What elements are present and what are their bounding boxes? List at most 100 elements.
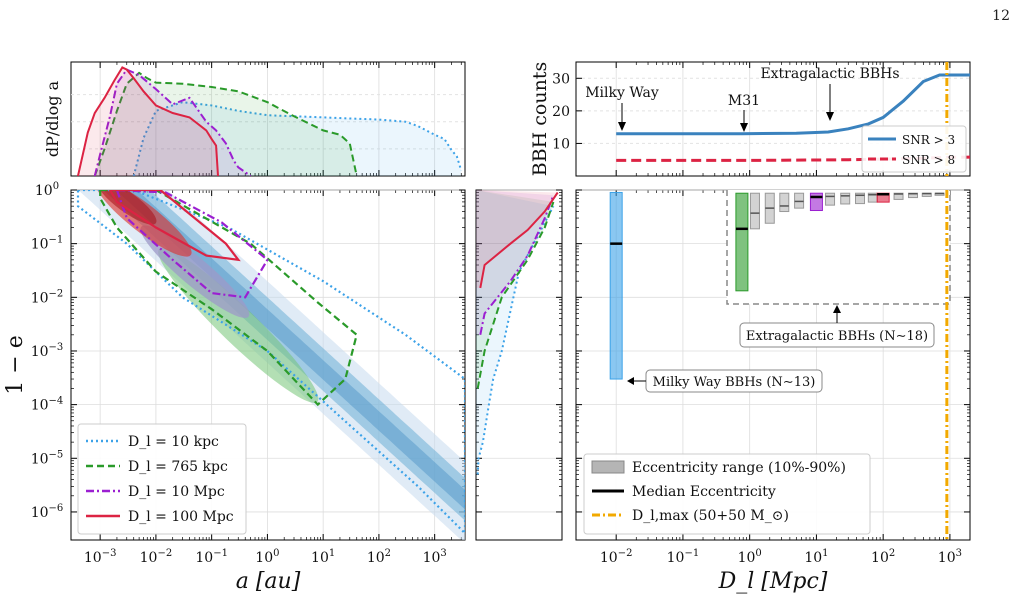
x-tick-label: 103 xyxy=(423,548,447,566)
x-tick-exp: 3 xyxy=(956,548,962,559)
panel-top-left: dP/dlog a xyxy=(43,61,466,177)
x-tick-exp: −2 xyxy=(157,548,172,559)
panel-top-right: 10 20 30 BBH counts Milky Way M31 Extragal… xyxy=(529,61,971,177)
tl-line-1 xyxy=(93,71,358,176)
annotation-milky-way-bbhs: Milky Way BBHs (N∼13) xyxy=(653,375,816,390)
tr-yticks: 10 20 30 xyxy=(552,71,570,152)
x-tick-exp: 0 xyxy=(273,548,279,559)
br-xticks: 10−2 10−1 100 101 102 103 xyxy=(600,548,962,566)
br-xlabel: D_l [Mpc] xyxy=(718,569,828,594)
x-tick-label: 10−1 xyxy=(195,548,228,566)
legend-dlmax: D_l,max (50+50 M_⊙) xyxy=(632,508,789,524)
contour-2 xyxy=(115,190,269,299)
tl-line-0 xyxy=(132,101,463,176)
x-tick-label: 10−2 xyxy=(600,548,633,566)
legend-d765kpc: D_l = 765 kpc xyxy=(128,459,228,475)
tr-legend: SNR > 3 SNR > 8 xyxy=(861,125,967,173)
milky-way-bar xyxy=(609,191,623,380)
x-tick-label: 10−2 xyxy=(140,548,173,566)
inset-box xyxy=(726,190,951,305)
tl-series xyxy=(76,66,463,176)
y-tick-label: 10−3 xyxy=(31,342,64,360)
tr-annotations: Milky Way M31 Extragalactic BBHs xyxy=(585,66,900,132)
bl-legend: D_l = 10 kpc D_l = 765 kpc D_l = 10 Mpc … xyxy=(77,423,247,535)
inset-bar-1 xyxy=(749,192,760,230)
x-tick-exp: 0 xyxy=(755,548,761,559)
legend-d10kpc: D_l = 10 kpc xyxy=(128,434,219,450)
tr-line-0 xyxy=(616,73,970,136)
tl-area-1 xyxy=(94,72,357,176)
x-tick-exp: 2 xyxy=(889,548,895,559)
y-tick-exp: −1 xyxy=(49,235,64,246)
x-tick-label: 100 xyxy=(255,548,279,566)
bm-series xyxy=(476,190,559,475)
legend-snr3: SNR > 3 xyxy=(902,133,955,147)
annotation-milky-way-arrowhead xyxy=(618,122,626,131)
annotation-extragalactic-bbhs: Extragalactic BBHs (N∼18) xyxy=(746,329,928,344)
inset-bar-6 xyxy=(825,192,836,206)
annotation-m31: M31 xyxy=(728,93,760,109)
x-tick-label: 101 xyxy=(804,548,828,566)
br-annotations: Milky Way BBHs (N∼13) Extragalactic BBHs… xyxy=(627,305,935,393)
y-tick-exp: −5 xyxy=(49,449,64,460)
bm-area-1 xyxy=(476,190,554,389)
x-tick-label: 102 xyxy=(367,548,391,566)
inset-bar-11 xyxy=(893,192,904,200)
y-tick-exp: −6 xyxy=(49,503,64,514)
bm-area-0 xyxy=(476,190,554,475)
legend-median: Median Eccentricity xyxy=(632,484,776,500)
inset-bar-3 xyxy=(779,192,790,213)
annotation-extragalactic-arrowhead xyxy=(826,112,834,121)
legend-d10mpc: D_l = 10 Mpc xyxy=(128,484,225,500)
inset-bar-0 xyxy=(735,192,749,292)
bl-xticks: 10−3 10−2 10−1 100 101 102 103 xyxy=(84,548,447,566)
y-tick-label: 10−1 xyxy=(31,235,64,253)
contour-1 xyxy=(99,190,358,407)
panel-bottom-right: 10−2 10−1 100 101 102 103 D_l [Mpc] Milky Way… xyxy=(575,189,971,594)
x-tick-exp: 2 xyxy=(385,548,391,559)
y-tick-exp: 0 xyxy=(53,181,59,192)
y-tick-label: 10−4 xyxy=(31,396,64,414)
bm-line-3 xyxy=(479,191,559,289)
heat-band-outer xyxy=(72,190,465,540)
tr-ylabel: BBH counts xyxy=(529,62,551,176)
y-tick-label: 10−5 xyxy=(31,449,64,467)
contour-3 xyxy=(108,190,241,262)
y-tick-label: 10−6 xyxy=(31,503,64,521)
tl-grid xyxy=(71,62,465,176)
legend-ecc-range: Eccentricity range (10%-90%) xyxy=(632,460,846,476)
y-tick-exp: −2 xyxy=(49,288,64,299)
bl-ylabel: 1 − e xyxy=(3,335,28,394)
legend-d100mpc: D_l = 100 Mpc xyxy=(128,509,234,525)
x-tick-exp: −2 xyxy=(618,548,633,559)
x-tick-exp: −1 xyxy=(213,548,228,559)
y-tick-exp: −4 xyxy=(49,396,64,407)
annotation-extragalactic: Extragalactic BBHs xyxy=(760,66,899,82)
bl-yticks: 100 10−1 10−2 10−3 10−4 10−5 10−6 xyxy=(31,181,64,521)
x-tick-label: 100 xyxy=(738,548,762,566)
br-content xyxy=(609,190,951,540)
bl-xlabel: a [au] xyxy=(236,569,301,594)
annotation-milky-way: Milky Way xyxy=(585,85,659,101)
panel-bottom-middle xyxy=(475,189,563,541)
x-tick-label: 10−1 xyxy=(667,548,700,566)
bm-grid xyxy=(476,189,562,513)
contour-0 xyxy=(76,190,465,535)
x-tick-label: 102 xyxy=(871,548,895,566)
tl-line-3 xyxy=(76,66,220,176)
tr-grid xyxy=(576,62,971,176)
bm-line-1 xyxy=(476,201,555,389)
x-tick-label: 101 xyxy=(311,548,335,566)
inset-bar-8 xyxy=(855,192,866,205)
x-tick-exp: −3 xyxy=(102,548,117,559)
inset-bar-7 xyxy=(840,192,851,205)
y-tick-label: 30 xyxy=(552,71,570,87)
bm-area-3 xyxy=(476,190,558,288)
page-number: 12 xyxy=(992,8,1010,24)
y-tick-exp: −3 xyxy=(49,342,64,353)
tl-line-2 xyxy=(93,68,252,176)
y-tick-label: 10 xyxy=(552,136,570,152)
annotation-m31-arrowhead xyxy=(740,123,748,132)
y-tick-label: 100 xyxy=(35,181,59,199)
